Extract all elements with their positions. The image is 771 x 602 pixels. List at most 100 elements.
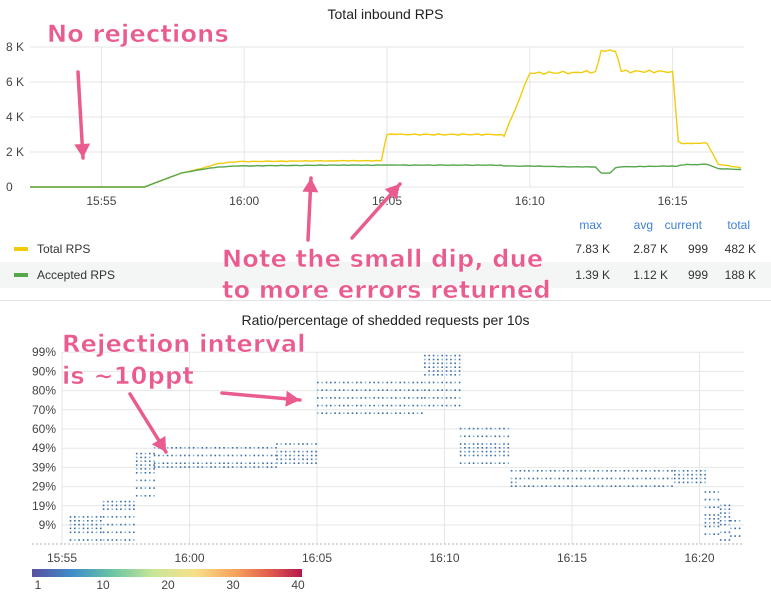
heatmap-cell [708,498,711,501]
heatmap-x-tick-label: 16:05 [302,551,332,565]
heatmap-cell [468,443,471,445]
heatmap-cell [240,454,243,457]
heatmap-cell [153,462,156,464]
legend-avg-accepted-rps: 1.12 K [633,268,668,282]
panel-separator [0,300,771,301]
heatmap-cell [153,466,156,468]
heatmap-cell [321,397,323,399]
heatmap-cell [111,516,114,518]
heatmap-cell [658,485,660,487]
heatmap-cell [128,531,131,534]
heatmap-cell [166,466,169,468]
heatmap-cell [102,500,105,503]
heatmap-cell [695,481,698,484]
heatmap-cell [325,412,328,414]
heatmap-cell [717,521,720,524]
heatmap-cell [364,381,367,384]
heatmap-y-tick-label: 90% [32,364,56,378]
heatmap-cell [468,427,471,430]
heatmap-cell [636,477,639,480]
heatmap-cell [485,427,488,430]
heatmap-cell [338,397,341,399]
heatmap-cell [249,462,251,464]
legend-row-accepted-rps[interactable]: Accepted RPS 1.39 K 1.12 K 999 188 K [0,262,771,288]
heatmap-cell [678,477,680,480]
heatmap-cell [82,516,85,518]
heatmap-cell [149,468,151,470]
legend-row-total-rps[interactable]: Total RPS 7.83 K 2.87 K 999 482 K [0,236,771,262]
heatmap-cell [369,381,371,384]
heatmap-cell [734,535,736,537]
heatmap-cell [719,508,722,510]
heatmap-cell [432,374,435,376]
heatmap-cell [432,354,435,357]
heatmap-cell [149,495,151,497]
heatmap-cell [719,531,722,534]
heatmap-cell [580,477,582,480]
rps-chart-title: Total inbound RPS [327,6,444,22]
heatmap-cell [364,397,367,399]
heatmap-cell [262,466,264,468]
heatmap-cell [192,462,195,464]
heatmap-cell [120,531,122,534]
heatmap-cell [610,477,613,480]
heatmap-cell [477,435,479,438]
heatmap-cell [249,447,251,449]
heatmap-cell [536,485,539,487]
heatmap-cell [458,366,461,368]
heatmap-color-scale [32,569,302,577]
heatmap-cell [532,477,535,480]
heatmap-cell [416,389,419,391]
heatmap-cell [485,447,488,449]
heatmap-y-tick-label: 29% [32,480,56,494]
heatmap-cell [162,462,165,464]
annotation-rejection-interval-line2: is ~10ppt [62,362,195,391]
heatmap-cell [510,470,513,472]
heatmap-cell [74,539,76,541]
heatmap-cell [124,508,127,510]
heatmap-cell [588,470,591,472]
heatmap-cell [179,462,182,464]
heatmap-cell [356,412,358,414]
heatmap-cell [149,464,151,466]
heatmap-cell [738,527,741,530]
heatmap-cell [432,397,435,399]
legend-name-total-rps: Total RPS [37,242,91,256]
heatmap-cell [227,466,230,468]
heatmap-cell [95,520,98,522]
heatmap-cell [128,516,131,518]
heatmap-cell [523,485,526,487]
heatmap-cell [445,358,448,361]
heatmap-cell [399,389,401,391]
heatmap-cell [351,381,354,384]
heatmap-cell [102,531,105,534]
heatmap-cell [454,362,456,365]
heatmap-cell [343,404,345,407]
heatmap-cell [682,477,685,480]
heatmap-cell [454,354,456,357]
heatmap-cell [428,381,430,384]
heatmap-cell [115,508,118,510]
heatmap-cell [682,473,685,476]
heatmap-cell [128,539,131,541]
heatmap-cell [704,473,706,476]
heatmap-cell [115,539,118,541]
heatmap-cell [289,443,291,445]
heatmap-cell [82,527,85,530]
heatmap-cell [310,450,313,453]
heatmap-cell [175,462,178,464]
heatmap-cell [610,485,613,487]
heatmap-cell [184,466,186,468]
heatmap-y-tick-label: 19% [32,499,56,513]
heatmap-cell [428,404,430,407]
heatmap-cell [284,462,287,464]
heatmap-cell [280,443,283,445]
heatmap-cell [218,454,221,457]
heatmap-cell [450,354,452,357]
heatmap-cell [468,462,471,464]
annotation-small-dip-line2: to more errors returned [222,276,551,305]
heatmap-cell [412,397,414,399]
heatmap-cell [450,374,452,376]
heatmap-cell [708,506,711,509]
